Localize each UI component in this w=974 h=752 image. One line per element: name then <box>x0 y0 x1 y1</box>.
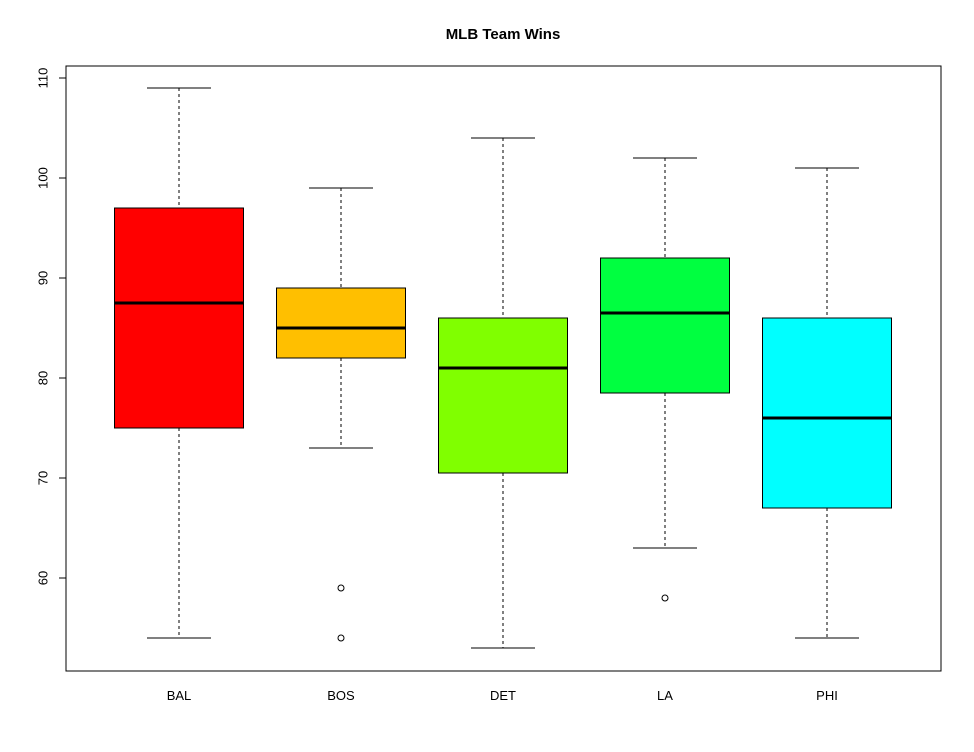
y-tick-label: 110 <box>35 68 50 89</box>
chart-title: MLB Team Wins <box>446 26 561 43</box>
iqr-box <box>276 287 406 359</box>
iqr-box <box>600 257 730 394</box>
x-axis: BAL BOS DET LA PHI <box>167 688 838 703</box>
x-tick-label: PHI <box>816 688 838 703</box>
box-det <box>438 137 568 649</box>
outlier-point <box>337 584 345 592</box>
outlier-point <box>661 594 669 602</box>
box-bal <box>114 87 244 639</box>
box-group <box>114 87 892 649</box>
box-bos <box>276 187 406 642</box>
y-tick-label: 70 <box>35 471 50 485</box>
y-tick-label: 60 <box>35 571 50 585</box>
box-la <box>600 157 730 602</box>
outlier-point <box>337 634 345 642</box>
iqr-box <box>762 317 892 509</box>
y-tick-label: 90 <box>35 271 50 285</box>
box-phi <box>762 167 892 639</box>
x-tick-label: DET <box>490 688 516 703</box>
y-axis: 60 70 80 90 100 110 <box>35 68 67 585</box>
y-tick-label: 80 <box>35 371 50 385</box>
y-tick-label: 100 <box>35 167 50 189</box>
iqr-box <box>114 207 244 429</box>
x-tick-label: BAL <box>167 688 192 703</box>
x-tick-label: BOS <box>327 688 355 703</box>
iqr-box <box>438 317 568 474</box>
x-tick-label: LA <box>657 688 673 703</box>
